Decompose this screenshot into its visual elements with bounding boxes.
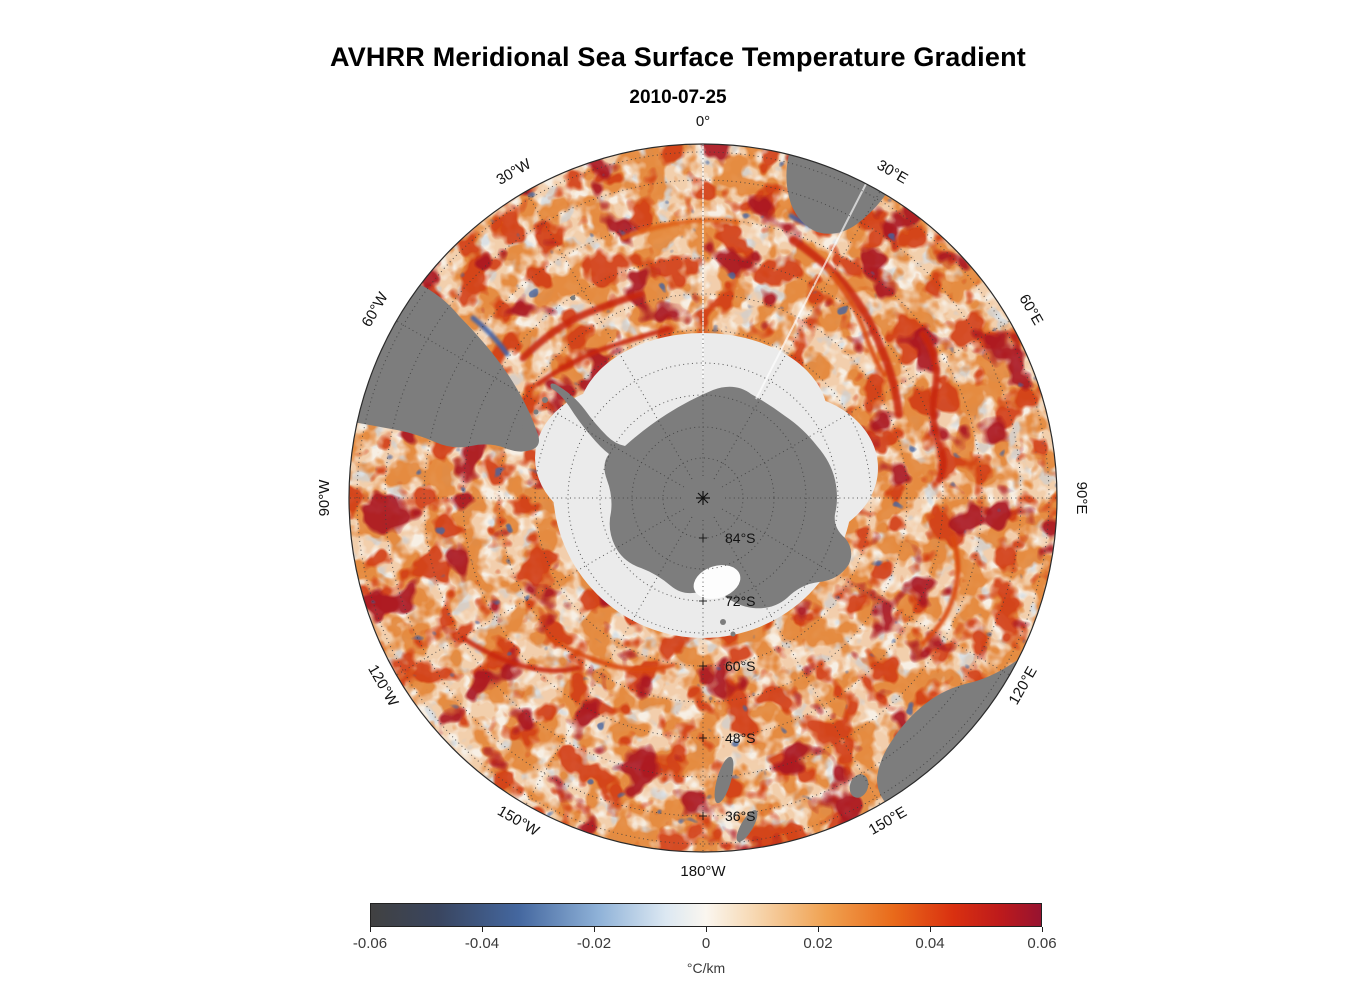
south-america — [351, 284, 539, 452]
colorbar-tick — [370, 927, 371, 932]
colorbar-tick-label: -0.06 — [352, 935, 388, 952]
colorbar-tick — [818, 927, 819, 932]
colorbar-tick-label: 0.06 — [1027, 935, 1057, 952]
meridian-label-60w: 60°W — [359, 289, 393, 330]
colorbar-tick-label: -0.04 — [464, 935, 500, 952]
antarctic-island — [730, 631, 736, 637]
new-zealand-south-island — [714, 756, 734, 804]
pole-marker — [696, 491, 710, 505]
colorbar-tick — [929, 927, 931, 932]
falkland-islands — [509, 422, 523, 432]
meridian-label-90w: 90°W — [316, 479, 333, 517]
meridian-label-0: 0° — [696, 113, 710, 130]
latitude-label-60s: 60°S — [725, 658, 756, 674]
latitude-label-72s: 72°S — [725, 593, 756, 609]
colorbar-tick-label: 0.04 — [915, 935, 945, 952]
new-zealand-north-island — [736, 810, 758, 842]
colorbar-tick — [593, 927, 595, 932]
peninsula-island — [542, 397, 548, 403]
figure-title: AVHRR Meridional Sea Surface Temperature… — [330, 42, 1026, 72]
colorbar-unit: °C/km — [686, 960, 726, 976]
ross-ice-shelf — [693, 565, 741, 599]
colorbar-tick — [706, 927, 707, 932]
map-border — [348, 143, 1058, 853]
latitude-label-48s: 48°S — [725, 730, 756, 746]
latitude-ticks — [699, 534, 707, 820]
data-gap-lines — [702, 144, 870, 400]
graticule — [348, 143, 1058, 853]
south-georgia — [570, 295, 576, 301]
colorbar: -0.06 -0.04 -0.02 0 0.02 0.04 0.06 °C/km — [353, 903, 1057, 981]
latitude-label-36s: 36°S — [725, 808, 756, 824]
tasmania — [849, 774, 869, 798]
antarctic-island — [720, 619, 726, 625]
latitude-label-84s: 84°S — [725, 530, 756, 546]
meridian-label-180w: 180°W — [680, 863, 726, 880]
colorbar-gradient — [370, 903, 1042, 927]
colorbar-tick — [482, 927, 483, 932]
peninsula-island — [533, 409, 539, 415]
colorbar-tick-label: 0 — [701, 935, 711, 952]
meridian-label-30e: 30°E — [874, 157, 911, 188]
australia — [877, 659, 1019, 802]
polar-map: 84°S 72°S 60°S 48°S 36°S 0° 30°E 60°E 90… — [316, 113, 1090, 880]
colorbar-tick-label: -0.02 — [576, 935, 612, 952]
meridian-label-90e: 90°E — [1073, 482, 1090, 515]
colorbar-tick-label: 0.02 — [803, 935, 833, 952]
meridian-label-30w: 30°W — [494, 155, 535, 189]
meridian-label-60e: 60°E — [1015, 291, 1046, 328]
figure-date: 2010-07-25 — [629, 87, 727, 108]
colorbar-tick — [1042, 927, 1043, 932]
